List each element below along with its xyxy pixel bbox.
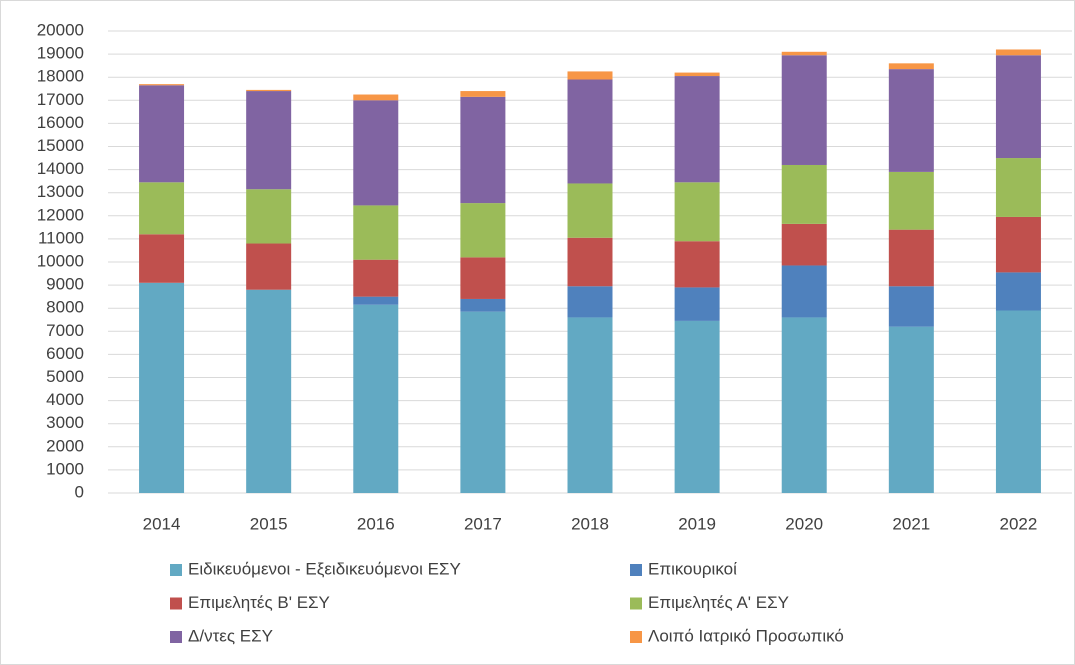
bar-segment xyxy=(674,287,720,321)
y-tick-label: 6000 xyxy=(46,344,84,363)
y-tick-label: 13000 xyxy=(37,182,84,201)
bar-segment xyxy=(353,296,399,305)
bar-segment xyxy=(139,84,185,86)
x-tick-label: 2019 xyxy=(678,514,716,533)
legend-swatch xyxy=(630,564,642,576)
bar-segment xyxy=(888,286,934,327)
y-tick-label: 7000 xyxy=(46,321,84,340)
bar-segment xyxy=(995,55,1041,159)
y-tick-label: 18000 xyxy=(37,67,84,86)
bar-segment xyxy=(567,71,613,80)
y-tick-label: 0 xyxy=(75,482,84,501)
bar-segment xyxy=(567,183,613,238)
bar-segment xyxy=(460,96,506,204)
bar-segment xyxy=(460,257,506,299)
bar-segment xyxy=(567,286,613,318)
bar-segment xyxy=(460,298,506,312)
x-tick-label: 2017 xyxy=(464,514,502,533)
y-tick-label: 9000 xyxy=(46,275,84,294)
bar-segment xyxy=(139,182,185,235)
legend-label: Επιμελητές Α' ΕΣΥ xyxy=(648,593,789,612)
bar-segment xyxy=(995,49,1041,56)
y-tick-label: 12000 xyxy=(37,205,84,224)
bar-segment xyxy=(139,85,185,183)
legend-label: Επιμελητές Β' ΕΣΥ xyxy=(188,593,330,612)
y-tick-label: 1000 xyxy=(46,459,84,478)
bar-segment xyxy=(995,272,1041,311)
bar-segment xyxy=(781,55,827,165)
bar-segment xyxy=(567,237,613,287)
bar-segment xyxy=(353,100,399,206)
bar-segment xyxy=(888,63,934,70)
bar-segment xyxy=(567,317,613,493)
legend-swatch xyxy=(630,631,642,643)
bar-segment xyxy=(888,229,934,287)
bar-segment xyxy=(888,69,934,172)
x-tick-label: 2020 xyxy=(785,514,823,533)
bar-segment xyxy=(995,310,1041,493)
legend-label: Λοιπό Ιατρικό Προσωπικό xyxy=(648,626,844,645)
bar-segment xyxy=(781,265,827,318)
bar-segment xyxy=(246,189,292,244)
bar-segment xyxy=(353,94,399,101)
bar-segment xyxy=(888,171,934,230)
bar-segment xyxy=(460,91,506,97)
bar-segment xyxy=(781,317,827,493)
y-tick-label: 20000 xyxy=(37,20,84,39)
y-tick-label: 19000 xyxy=(37,44,84,63)
x-tick-label: 2018 xyxy=(571,514,609,533)
y-tick-label: 11000 xyxy=(38,228,84,247)
legend-swatch xyxy=(170,564,182,576)
x-tick-label: 2022 xyxy=(1000,514,1038,533)
bar-segment xyxy=(139,282,185,493)
legend-swatch xyxy=(170,597,182,610)
y-tick-label: 8000 xyxy=(46,298,84,317)
bar-segment xyxy=(674,182,720,242)
x-tick-label: 2016 xyxy=(357,514,395,533)
bar-segment xyxy=(567,79,613,184)
y-tick-label: 16000 xyxy=(37,113,84,132)
bar-segment xyxy=(139,234,185,283)
bar-segment xyxy=(674,72,720,77)
bar-segment xyxy=(781,223,827,266)
bar-segment xyxy=(674,320,720,493)
bar-segment xyxy=(995,158,1041,217)
bar-segment xyxy=(353,205,399,260)
legend-label: Επικουρικοί xyxy=(648,559,737,578)
bar-segment xyxy=(781,51,827,56)
y-tick-label: 5000 xyxy=(46,367,84,386)
x-tick-label: 2014 xyxy=(143,514,181,533)
y-tick-label: 4000 xyxy=(46,390,84,409)
y-tick-label: 10000 xyxy=(37,251,84,270)
bar-segment xyxy=(246,91,292,190)
bar-segment xyxy=(460,203,506,258)
bar-segment xyxy=(674,241,720,288)
y-tick-label: 14000 xyxy=(37,159,84,178)
x-tick-label: 2021 xyxy=(892,514,930,533)
y-tick-label: 15000 xyxy=(37,136,84,155)
legend-label: Δ/ντες ΕΣΥ xyxy=(188,626,273,645)
bar-segment xyxy=(460,311,506,493)
bar-segment xyxy=(353,259,399,297)
bar-segment xyxy=(246,289,292,493)
bar-segment xyxy=(888,326,934,493)
bar-segment xyxy=(781,164,827,224)
bar-segment xyxy=(246,243,292,290)
legend-swatch xyxy=(170,631,182,643)
legend-label: Ειδικευόμενοι - Εξειδικευόμενοι ΕΣΥ xyxy=(188,559,461,578)
bar-segment xyxy=(674,76,720,183)
y-tick-label: 17000 xyxy=(37,90,84,109)
bar-segment xyxy=(246,89,292,92)
bar-segment xyxy=(353,304,399,493)
y-tick-label: 3000 xyxy=(46,413,84,432)
legend-swatch xyxy=(630,597,642,610)
y-tick-label: 2000 xyxy=(46,436,84,455)
bar-segment xyxy=(995,216,1041,273)
x-tick-label: 2015 xyxy=(250,514,288,533)
